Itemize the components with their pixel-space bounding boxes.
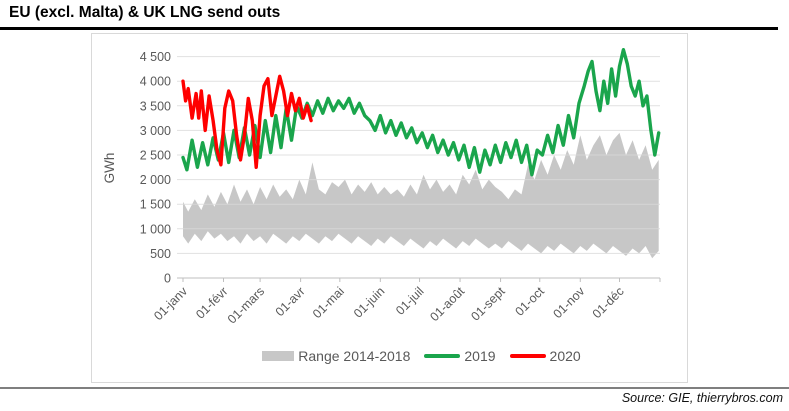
- legend-label-2020: 2020: [549, 348, 581, 364]
- chart-title: EU (excl. Malta) & UK LNG send outs: [9, 4, 281, 21]
- title-rule: [0, 27, 778, 30]
- range-band-swatch: [262, 351, 295, 361]
- legend-item-2019[interactable]: 2019: [424, 348, 496, 364]
- legend-item-2020[interactable]: 2020: [509, 348, 581, 364]
- bottom-rule: [0, 387, 789, 389]
- line-2020-swatch: [509, 354, 546, 358]
- legend-item-range[interactable]: Range 2014-2018: [262, 348, 410, 364]
- source-credit: Source: GIE, thierrybros.com: [621, 391, 783, 405]
- line-2019-swatch: [424, 354, 461, 358]
- legend-label-range: Range 2014-2018: [298, 348, 411, 364]
- legend-label-2019: 2019: [464, 348, 496, 364]
- legend: Range 2014-2018 2019 2020: [183, 348, 660, 364]
- chart-frame: [91, 33, 688, 383]
